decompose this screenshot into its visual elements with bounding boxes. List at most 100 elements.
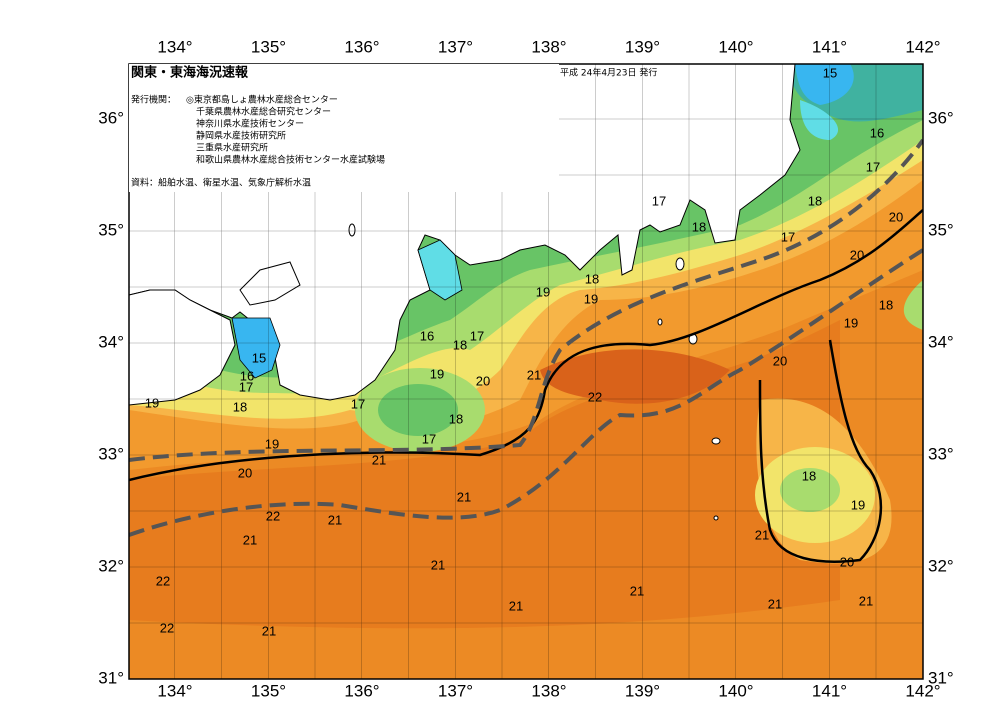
- contour-label: 19: [536, 284, 550, 299]
- lat-label: 33°: [98, 444, 124, 463]
- lon-label: 139°: [625, 37, 660, 56]
- lat-label: 36°: [98, 108, 124, 127]
- contour-label: 17: [422, 431, 436, 446]
- issuer: 静岡県水産技術研究所: [196, 130, 286, 142]
- lon-label: 141°: [812, 37, 847, 56]
- island: [239, 261, 301, 306]
- contour-label: 21: [262, 623, 276, 638]
- contour-label: 21: [630, 583, 644, 598]
- issuer: 神奈川県水産技術センター: [196, 118, 304, 130]
- contour-label: 21: [859, 593, 873, 608]
- contour-label: 17: [652, 193, 666, 208]
- contour-label: 21: [457, 489, 471, 504]
- sea-band-16: [378, 384, 458, 436]
- lat-label: 36°: [928, 108, 954, 127]
- contour-label: 17: [470, 328, 484, 343]
- contour-label: 21: [372, 452, 386, 467]
- contour-label: 19: [584, 291, 598, 306]
- bay-water: [417, 239, 463, 301]
- lon-label: 135°: [251, 681, 286, 700]
- lat-label: 32°: [98, 556, 124, 575]
- contour-label: 22: [266, 508, 280, 523]
- lon-label: 139°: [625, 681, 660, 700]
- labels: ◎東京都島しょ農林水産総合センター千葉県農林水産総合研究センター神奈川県水産技術…: [98, 37, 953, 700]
- land: [129, 289, 236, 406]
- contour-label: 18: [453, 337, 467, 352]
- contour-label: 15: [823, 65, 837, 80]
- contour-label: 21: [527, 367, 541, 382]
- contour-label: 21: [768, 596, 782, 611]
- contour-label: 17: [351, 396, 365, 411]
- lon-label: 141°: [812, 681, 847, 700]
- lon-label: 142°: [905, 37, 940, 56]
- source: 資料：船舶水温、衛星水温、気象庁解析水温: [131, 177, 311, 189]
- contour-label: 19: [265, 436, 279, 451]
- warm-core: [540, 349, 730, 404]
- contour-label: 18: [802, 468, 816, 483]
- issuer-label: 発行機関：: [131, 94, 176, 106]
- lon-label: 137°: [438, 37, 473, 56]
- lon-label: 138°: [531, 681, 566, 700]
- contour-label: 17: [781, 229, 795, 244]
- title: 関東・東海海況速報: [131, 65, 249, 81]
- contour-label: 21: [755, 527, 769, 542]
- lon-label: 134°: [157, 681, 192, 700]
- contour-label: 21: [243, 532, 257, 547]
- contour-label: 18: [233, 399, 247, 414]
- lat-label: 35°: [98, 220, 124, 239]
- lat-label: 34°: [928, 332, 954, 351]
- contour-label: 20: [840, 554, 854, 569]
- lon-label: 140°: [718, 681, 753, 700]
- issuer: ◎東京都島しょ農林水産総合センター: [186, 94, 338, 106]
- kuroshio-edge: [129, 138, 923, 462]
- contour-label: 20: [773, 353, 787, 368]
- lon-label: 137°: [438, 681, 473, 700]
- lat-label: 31°: [928, 668, 954, 687]
- contour-label: 17: [866, 159, 880, 174]
- contour-label: 22: [588, 389, 602, 404]
- contour-label: 21: [509, 598, 523, 613]
- cold-water: [800, 100, 839, 140]
- contour-label: 15: [252, 350, 266, 365]
- issuer: 千葉県農林水産総合研究センター: [196, 106, 331, 118]
- contour-label: 22: [156, 573, 170, 588]
- contour-label: 18: [692, 219, 706, 234]
- contour-label: 16: [420, 328, 434, 343]
- contour-label: 19: [430, 366, 444, 381]
- channel-water: [231, 317, 281, 379]
- contour-label: 18: [879, 297, 893, 312]
- contour-label: 17: [239, 379, 253, 394]
- contour-label: 18: [808, 193, 822, 208]
- lat-label: 33°: [928, 444, 954, 463]
- kuroshio-axis: [129, 248, 923, 537]
- cold-water: [795, 64, 854, 105]
- isotherm-20: [129, 209, 923, 482]
- legend-box: [129, 64, 559, 192]
- contour-label: 16: [870, 125, 884, 140]
- contour-label: 20: [476, 373, 490, 388]
- issuer: 三重県水産研究所: [196, 142, 268, 154]
- lat-label: 32°: [928, 556, 954, 575]
- sea-band-17: [903, 280, 923, 330]
- contour-label: 19: [851, 497, 865, 512]
- sea-band-17: [780, 468, 840, 512]
- lat-label: 35°: [928, 220, 954, 239]
- map-body: [129, 64, 923, 679]
- isotherm-20: [758, 339, 883, 563]
- contour-label: 16: [240, 368, 254, 383]
- contour-label: 19: [145, 395, 159, 410]
- lon-label: 134°: [157, 37, 192, 56]
- lon-label: 136°: [344, 681, 379, 700]
- lon-label: 142°: [905, 681, 940, 700]
- contour-label: 21: [328, 512, 342, 527]
- issue-date: 平成 24年4月23日 発行: [560, 67, 657, 79]
- contour-label: 20: [238, 465, 252, 480]
- contour-label: 20: [889, 209, 903, 224]
- lon-label: 140°: [718, 37, 753, 56]
- issuer: 和歌山県農林水産総合技術センター水産試験場: [196, 154, 385, 166]
- contour-label: 22: [160, 620, 174, 635]
- contour-label: 20: [850, 247, 864, 262]
- lat-label: 34°: [98, 332, 124, 351]
- contour-label: 19: [844, 315, 858, 330]
